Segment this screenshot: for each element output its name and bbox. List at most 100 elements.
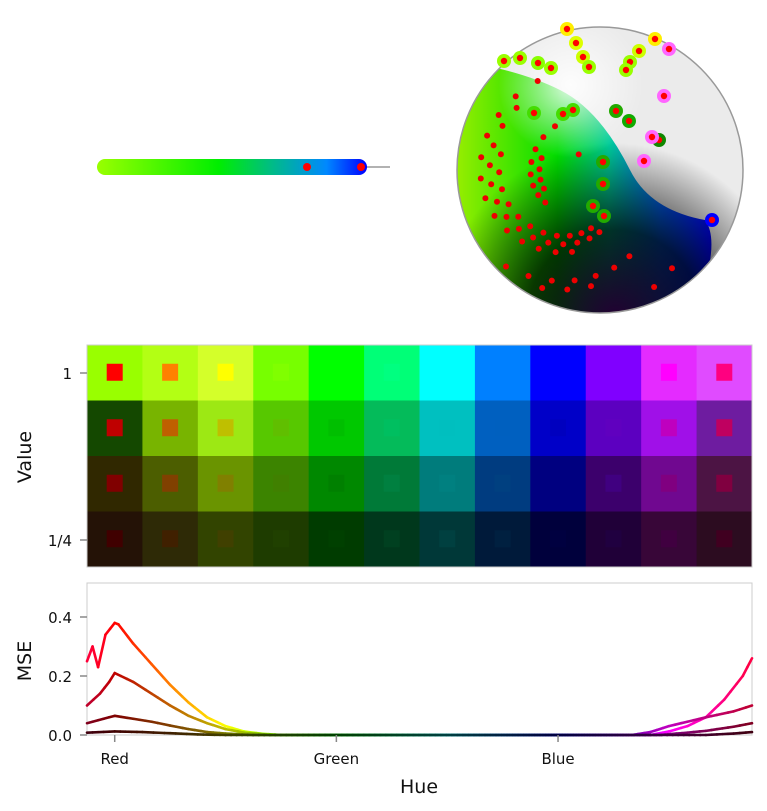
grid-cell-true-color [439,474,456,492]
grid-cell-true-color [550,530,567,548]
embedding-point-center [532,146,539,153]
embedding-point-center [588,283,594,290]
embedding-point-center [552,123,558,130]
embedding-point-center [539,285,546,291]
grid-cell-true-color [439,419,456,437]
embedding-point-center [519,238,526,245]
embedding-point-center [537,176,544,183]
embedding-point-center [552,249,559,256]
grid-cell-true-color [660,474,677,492]
embedding-point-center [578,230,585,237]
grid-cell-true-color [383,530,400,548]
embedding-point-center [563,25,571,33]
highlight-point [357,163,365,171]
embedding-point-center [503,213,510,220]
mse-line-segment [92,692,102,701]
grid-cell-true-color [328,530,345,548]
grid-cell-true-color [328,363,345,381]
embedding-point-center [571,277,578,284]
mse-line-segment [187,701,197,709]
embedding-point-center [486,162,493,169]
mse-line-segment [162,676,172,687]
embedding-point-center [527,171,534,178]
embedding-point-center [589,202,597,210]
grid-cell-true-color [439,363,456,381]
embedding-point-center [536,166,543,173]
embedding-point-center [625,117,633,125]
embedding-point-center [588,225,594,232]
grid-cell-true-color [716,419,733,437]
mse-xtick-label: Blue [541,750,574,768]
embedding-point-center [542,199,549,206]
embedding-point-center [516,54,524,62]
embedding-point-center [592,272,599,279]
grid-cell-true-color [716,363,733,381]
embedding-point-center [540,134,547,141]
grid-cell-true-color [106,419,123,437]
embedding-point-center [708,216,716,224]
color-grid-panel [87,345,753,568]
mse-ytick-label: 0.0 [48,727,72,745]
embedding-point-center [569,106,577,114]
grid-cell-true-color [162,363,179,381]
embedding-point-center [499,122,506,129]
grid-cell-true-color [162,419,179,437]
embedding-point-center [525,273,532,279]
grid-cell-true-color [162,530,179,548]
embedding-point-center [505,201,512,208]
mse-line-segment [117,623,125,633]
embedding-point-center [477,175,484,182]
mse-line-segment [744,721,754,726]
grid-cell-true-color [494,363,511,381]
embedding-point-center [530,109,538,117]
mse-line-segment [181,695,190,704]
mse-line-segment [126,635,135,645]
grid-cell-true-color [272,530,289,548]
grid-cell-true-color [162,474,179,492]
mse-line-segment [85,698,95,707]
embedding-point-center [541,185,547,192]
embedding-point-center [579,53,587,61]
grid-ytick-label: 1/4 [48,532,72,550]
embedding-point-center [495,112,502,118]
grid-cell-true-color [217,419,234,437]
mse-xtick-label: Red [100,750,129,768]
sphere-outline [456,26,744,314]
embedding-point-center [600,212,608,220]
embedding-point-center [569,248,575,255]
embedding-point-center [566,232,573,239]
embedding-point-center [527,223,534,230]
embedding-point-center [611,264,618,271]
embedding-point-center [484,132,491,139]
grid-cell-true-color [328,474,345,492]
grid-cell-true-color [716,530,733,548]
embedding-point-center [540,229,547,236]
embedding-point-center [599,158,607,166]
grid-cell-true-color [660,530,677,548]
grid-frame [86,344,753,568]
grid-cell-true-color [383,474,400,492]
mse-line-segment [735,674,745,686]
embedding-point-center [572,39,580,47]
mse-line-segment [122,629,130,639]
highlight-point [303,163,311,171]
mse-line-segment [716,698,726,707]
embedding-point-center [534,78,541,84]
grid-cell-true-color [106,363,123,381]
mse-ylabel: MSE [14,641,36,681]
embedding-point-center [547,64,555,72]
grid-cell-true-color [494,474,511,492]
grid-cell-true-color [550,363,567,381]
embedding-point-center [640,157,648,165]
mse-line-segment [138,649,147,659]
mse-line-segment [96,633,107,669]
embedding-point-center [548,277,555,284]
embedding-point-center [586,235,593,242]
embedding-point-center [490,142,497,149]
embedding-point-center [560,241,567,248]
mse-line-segment [741,665,749,678]
embedding-point-center [494,198,500,205]
grid-cell-true-color [494,530,511,548]
mse-line-segment [107,671,117,684]
